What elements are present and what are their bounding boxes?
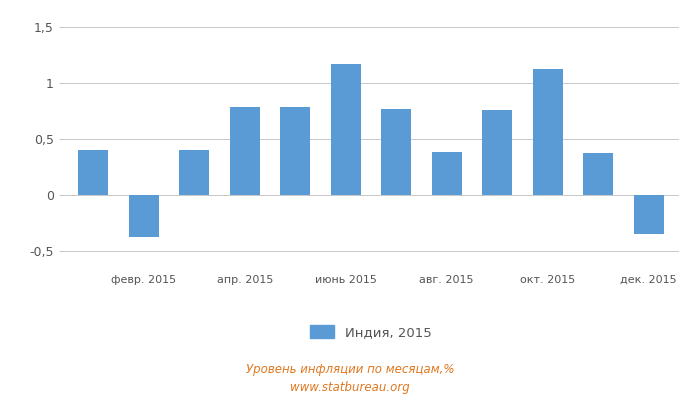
- Bar: [179, 150, 209, 195]
- Bar: [78, 150, 108, 195]
- Text: www.statbureau.org: www.statbureau.org: [290, 382, 410, 394]
- Bar: [432, 152, 462, 195]
- Bar: [129, 195, 159, 237]
- Text: Уровень инфляции по месяцам,%: Уровень инфляции по месяцам,%: [246, 364, 454, 376]
- Bar: [533, 69, 563, 195]
- Bar: [330, 64, 361, 195]
- Bar: [230, 107, 260, 195]
- Bar: [381, 109, 412, 195]
- Bar: [583, 153, 613, 195]
- Bar: [482, 110, 512, 195]
- Bar: [280, 107, 310, 195]
- Bar: [634, 195, 664, 234]
- Legend: Индия, 2015: Индия, 2015: [311, 325, 431, 339]
